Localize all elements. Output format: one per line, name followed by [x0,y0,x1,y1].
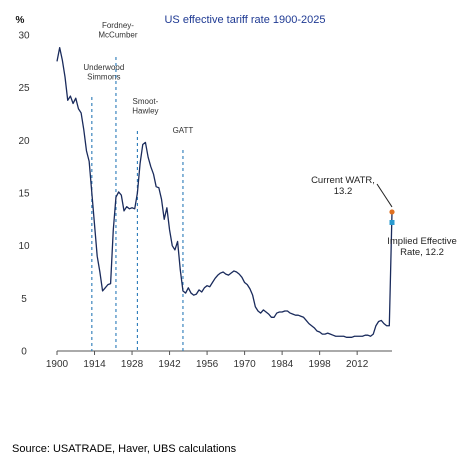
event-label-1930: Hawley [132,107,158,116]
y-tick-label: 0 [21,347,27,358]
implied-marker [389,219,395,225]
x-tick-label: 1956 [196,359,219,370]
current-leader [376,183,393,208]
y-tick-label: 10 [18,241,30,252]
implied-label: Implied Effective [387,236,457,247]
current-marker [389,209,395,215]
event-label-1922: McCumber [98,31,137,40]
x-tick-label: 1984 [271,359,294,370]
chart-title: US effective tariff rate 1900-2025 [164,14,325,26]
x-tick-label: 1928 [121,359,144,370]
current-label: Current WATR, [311,175,375,186]
y-tick-label: 30 [18,31,30,42]
implied-label: Rate, 12.2 [400,247,444,258]
x-tick-label: 1942 [158,359,181,370]
event-label-1922: Fordney- [102,21,134,30]
x-tick-label: 1900 [46,359,69,370]
event-label-1913: Simmons [87,73,120,82]
current-label: 13.2 [334,186,353,197]
x-tick-label: 2012 [346,359,369,370]
y-tick-label: 5 [21,294,27,305]
y-tick-label: 25 [18,83,30,94]
y-tick-label: 20 [18,136,30,147]
y-axis-label: % [16,15,25,26]
x-tick-label: 1970 [233,359,256,370]
series-line [56,46,393,338]
x-tick-label: 1914 [83,359,106,370]
x-tick-label: 1998 [309,359,332,370]
event-label-1913: Underwood [83,63,124,72]
source-note: Source: USATRADE, Haver, UBS calculation… [12,443,237,455]
event-label-1930: Smoot- [133,97,159,106]
event-label-1947: GATT [173,126,194,135]
y-tick-label: 15 [18,189,30,200]
